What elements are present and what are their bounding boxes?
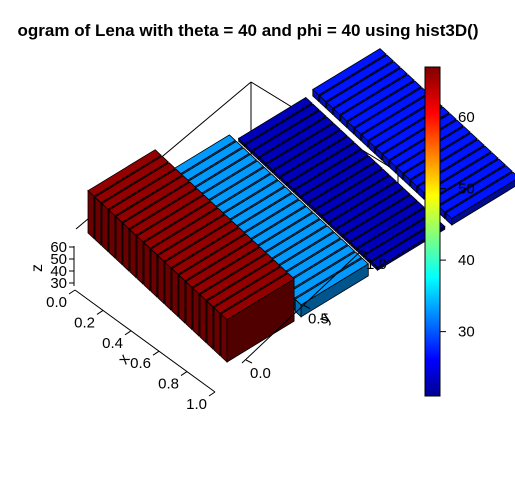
y-tick-label: 0.5 <box>308 311 329 328</box>
x-tick-label: 0.0 <box>46 294 67 311</box>
y-axis: 0.00.51.0 y <box>241 249 387 382</box>
x-tick-mark <box>124 330 132 336</box>
bar-row1-bin19 <box>294 257 369 318</box>
bar-row0-bin19 <box>220 272 295 363</box>
y-tick-label: 1.0 <box>366 256 387 273</box>
colorbar-tick-label: 60 <box>458 109 475 126</box>
x-axis: 0.00.20.40.60.81.0 x <box>46 289 216 413</box>
chart-title: ogram of Lena with theta = 40 and phi = … <box>18 21 479 40</box>
bars-group <box>87 48 515 363</box>
color-legend: 30 40 50 60 <box>424 66 475 397</box>
x-tick-mark <box>96 309 104 315</box>
x-tick-mark <box>180 371 188 377</box>
y-tick-mark <box>245 359 253 364</box>
x-tick-label: 1.0 <box>186 396 207 413</box>
y-axis-line <box>241 249 363 364</box>
y-tick-mark <box>303 305 311 309</box>
colorbar-tick-label: 30 <box>458 324 475 341</box>
x-tick-mark <box>208 391 216 397</box>
colorbar-tick-label: 40 <box>458 252 475 269</box>
x-axis-line <box>74 289 216 393</box>
x-tick-mark <box>68 289 76 295</box>
x-tick-label: 0.2 <box>74 314 95 331</box>
x-tick-label: 0.6 <box>130 355 151 372</box>
x-tick-label: 0.4 <box>102 335 123 352</box>
z-tick-label: 30 <box>50 275 67 292</box>
x-tick-mark <box>152 350 160 356</box>
y-tick-mark <box>361 250 369 255</box>
z-tick-label: 40 <box>50 263 67 280</box>
bar-row3-bin19 <box>445 171 515 226</box>
x-tick-label: 0.8 <box>158 376 179 393</box>
y-tick-label: 0.0 <box>250 365 271 382</box>
z-axis-label: z <box>29 264 46 272</box>
colorbar <box>424 66 441 397</box>
z-tick-label: 60 <box>50 239 67 256</box>
colorbar-tick-label: 50 <box>458 181 475 198</box>
z-tick-label: 50 <box>50 251 67 268</box>
